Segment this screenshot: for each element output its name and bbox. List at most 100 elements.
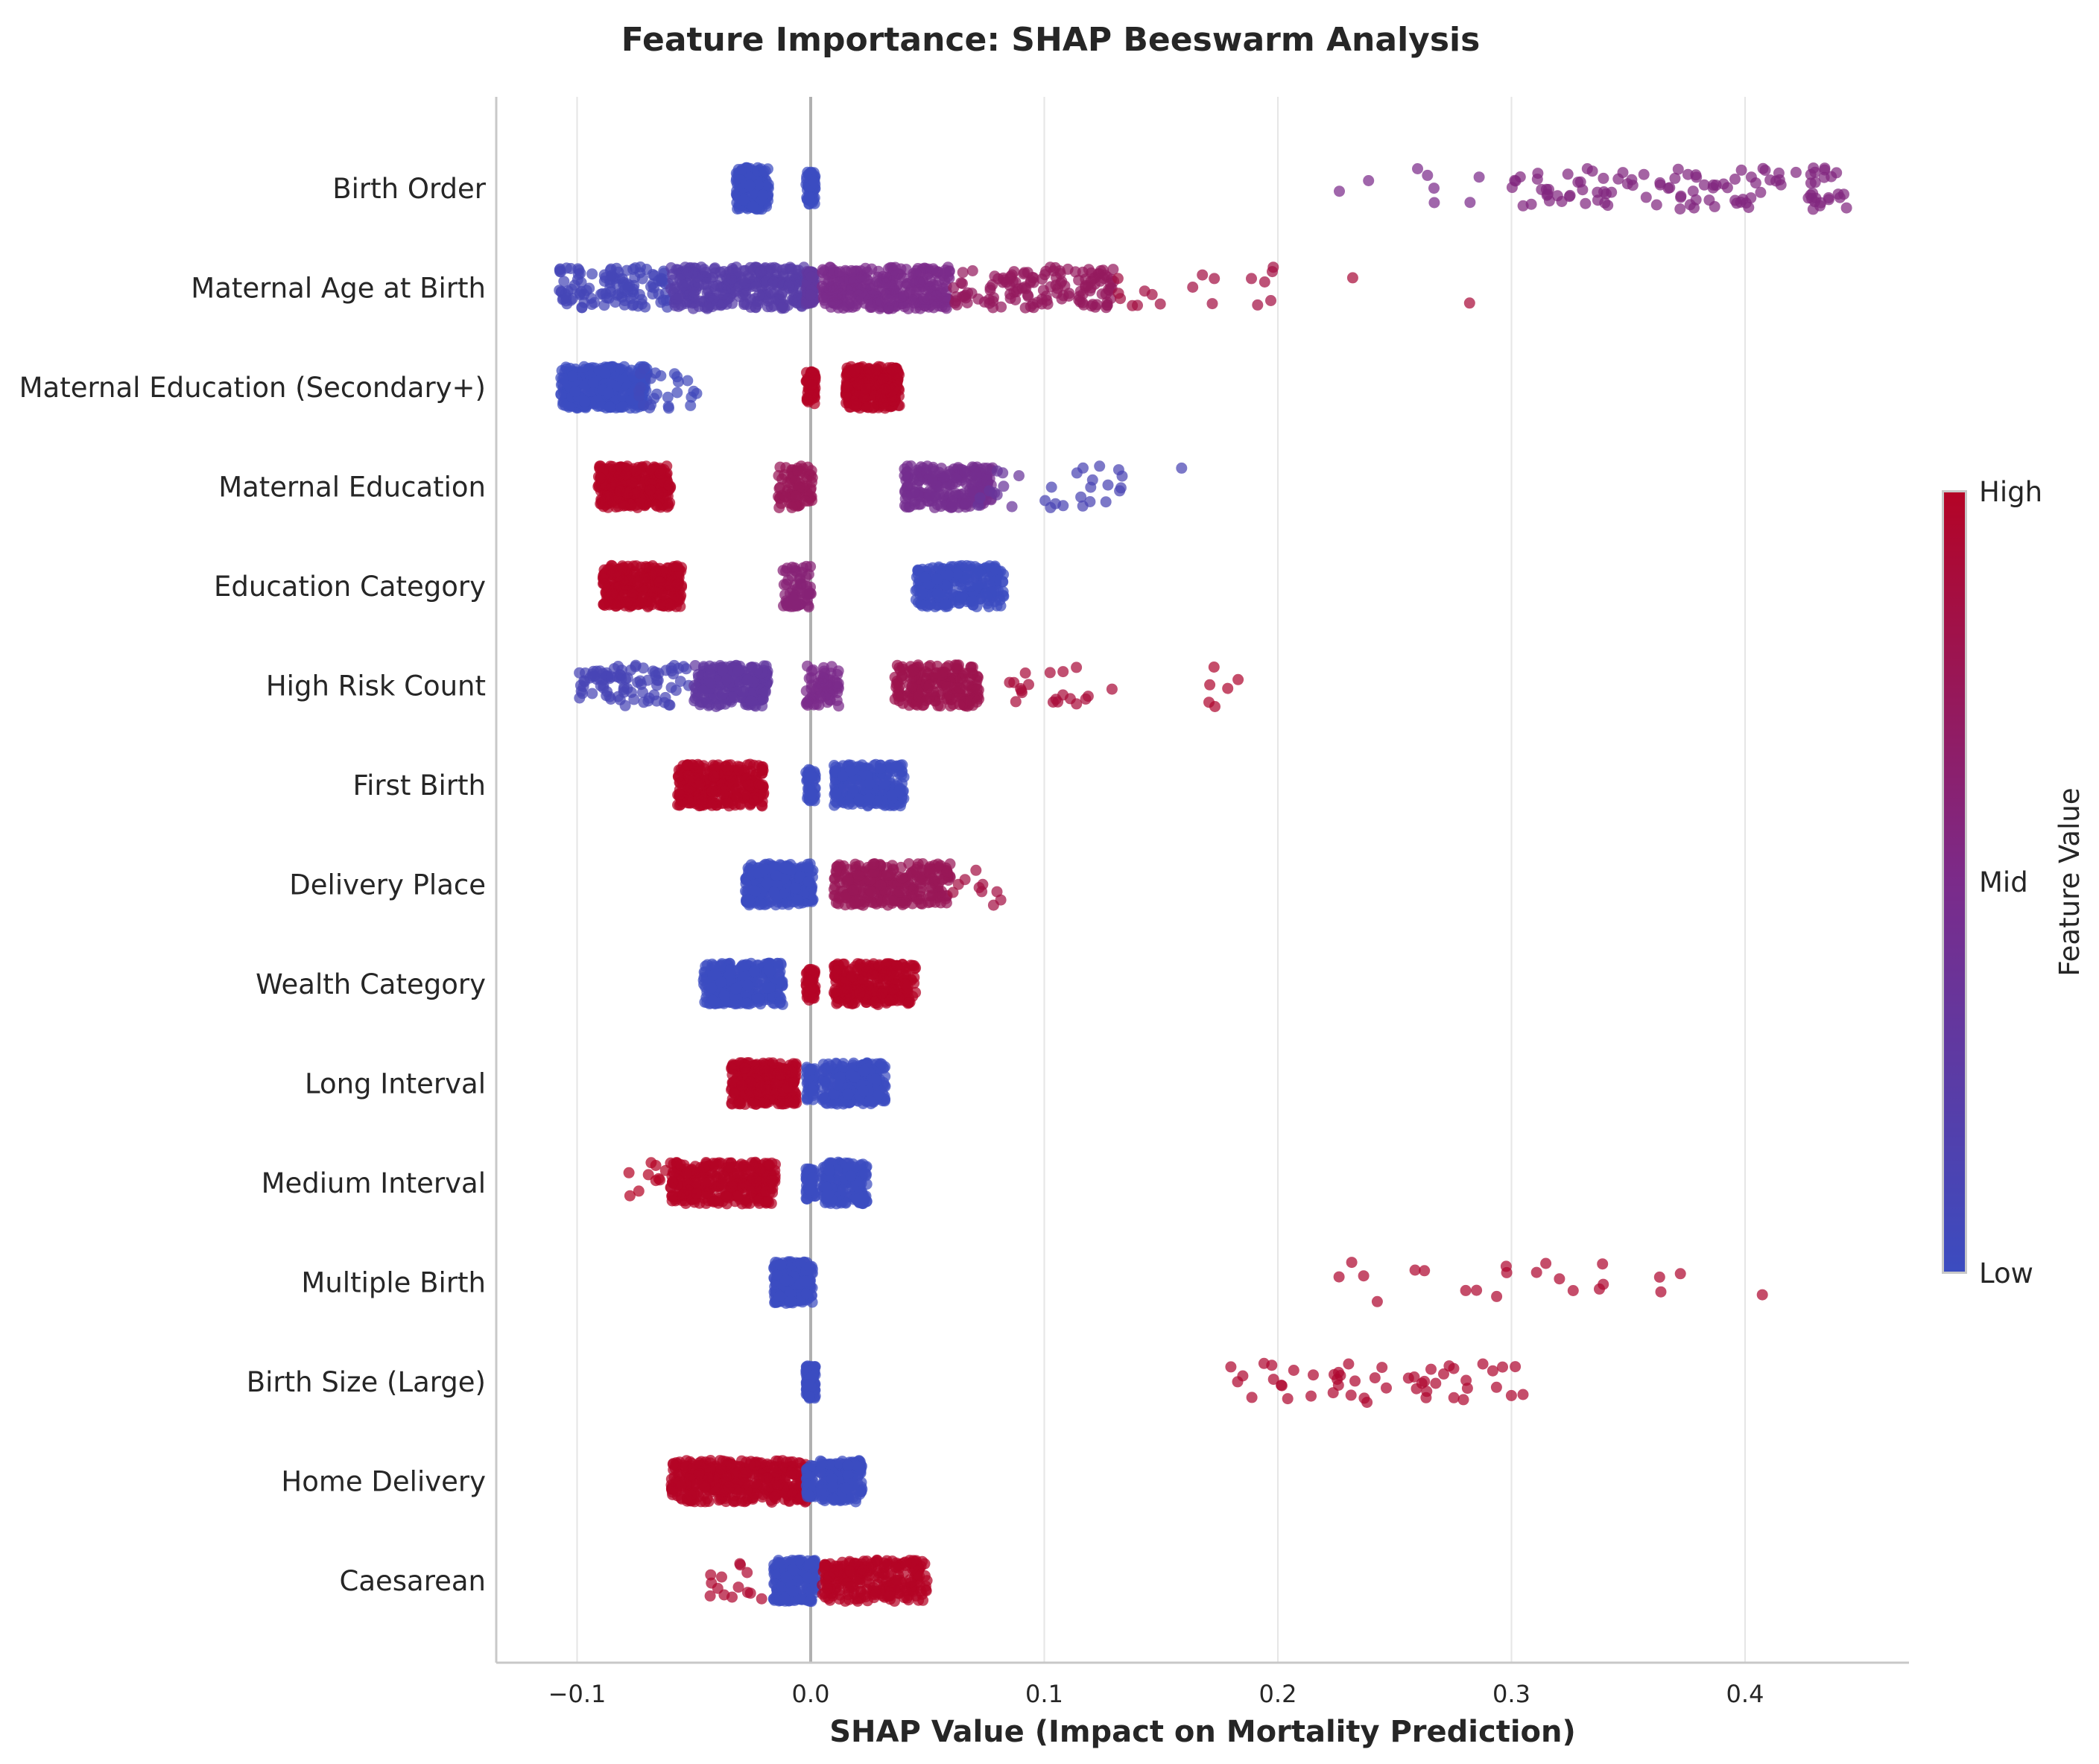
shap-point — [697, 685, 709, 697]
shap-point — [954, 682, 966, 694]
shap-point — [860, 383, 872, 395]
shap-point — [861, 273, 873, 285]
shap-point — [1826, 171, 1837, 183]
shap-point — [1222, 682, 1234, 694]
shap-point — [744, 261, 756, 273]
shap-point — [554, 263, 566, 275]
shap-point — [1206, 298, 1218, 310]
shap-point — [800, 495, 811, 507]
shap-point — [757, 764, 769, 776]
shap-point — [756, 898, 767, 910]
shap-point — [1071, 467, 1083, 479]
shap-point — [864, 778, 876, 790]
shap-point — [621, 487, 633, 499]
shap-point — [791, 894, 803, 906]
shap-point — [966, 265, 978, 276]
shap-point — [776, 288, 788, 300]
shap-point — [1116, 470, 1128, 482]
shap-point — [615, 597, 627, 609]
shap-point — [778, 579, 790, 591]
shap-point — [604, 402, 615, 413]
shap-point — [757, 189, 769, 201]
shap-point — [1265, 295, 1276, 306]
shap-point — [1662, 183, 1674, 194]
shap-point — [1703, 194, 1715, 206]
shap-point — [974, 492, 986, 504]
shap-point — [1551, 190, 1563, 202]
shap-point — [1640, 191, 1652, 203]
shap-point — [750, 281, 762, 293]
shap-point — [638, 363, 650, 375]
shap-point — [1592, 186, 1603, 198]
shap-point — [1013, 470, 1025, 482]
shap-point — [959, 466, 971, 478]
shap-point — [997, 276, 1009, 288]
shap-point — [1204, 679, 1216, 691]
shap-point — [1531, 174, 1543, 185]
shap-point — [607, 588, 618, 600]
shap-point — [831, 694, 843, 706]
shap-point — [655, 296, 667, 308]
shap-point — [925, 599, 936, 611]
shap-point — [830, 787, 842, 799]
shap-point — [877, 373, 889, 385]
shap-point — [693, 773, 705, 785]
shap-point — [706, 799, 718, 811]
shap-point — [853, 793, 865, 805]
shap-point — [898, 793, 910, 805]
shap-point — [753, 179, 764, 191]
shap-point — [908, 294, 919, 306]
shap-point — [792, 465, 804, 477]
shap-point — [1073, 294, 1085, 306]
shap-point — [998, 480, 1010, 492]
shap-point — [802, 696, 814, 708]
shap-point — [701, 697, 713, 708]
shap-point — [677, 760, 689, 772]
shap-point — [670, 685, 682, 697]
shap-point — [971, 696, 983, 708]
shap-point — [743, 894, 755, 906]
shap-point — [627, 477, 639, 489]
shap-point — [937, 282, 949, 294]
shap-point — [579, 396, 591, 407]
shap-point — [744, 180, 756, 191]
shap-point — [905, 460, 917, 472]
shap-point — [1543, 195, 1555, 207]
shap-point — [1510, 175, 1522, 187]
shap-point — [1698, 179, 1710, 191]
shap-point — [752, 299, 764, 310]
shap-point — [808, 177, 820, 188]
shap-point — [558, 276, 570, 288]
shap-point — [814, 691, 826, 702]
shap-point — [657, 588, 669, 600]
shap-point — [940, 267, 952, 279]
shap-point — [662, 500, 674, 512]
shap-point — [767, 276, 779, 288]
shap-point — [840, 381, 852, 393]
shap-point — [634, 675, 646, 687]
shap-point — [801, 393, 813, 405]
shap-point — [1102, 479, 1114, 491]
shap-point — [989, 487, 1001, 499]
shap-point — [746, 662, 758, 673]
shap-point — [739, 277, 751, 289]
shap-point — [618, 500, 630, 512]
shap-point — [611, 278, 623, 290]
shap-point — [740, 878, 752, 889]
shap-point — [683, 267, 694, 279]
shap-point — [688, 286, 700, 298]
feature-points-row — [740, 858, 1007, 911]
shap-point — [604, 264, 616, 276]
shap-point — [923, 489, 935, 501]
shap-point — [598, 299, 610, 311]
shap-point — [583, 282, 595, 294]
shap-point — [1085, 481, 1097, 493]
shap-point — [1208, 662, 1220, 673]
shap-point — [650, 499, 662, 511]
shap-point — [866, 302, 878, 313]
shap-point — [1127, 299, 1139, 311]
shap-point — [662, 391, 674, 403]
shap-point — [1232, 673, 1244, 685]
shap-point — [892, 367, 904, 379]
shap-point — [557, 373, 569, 385]
